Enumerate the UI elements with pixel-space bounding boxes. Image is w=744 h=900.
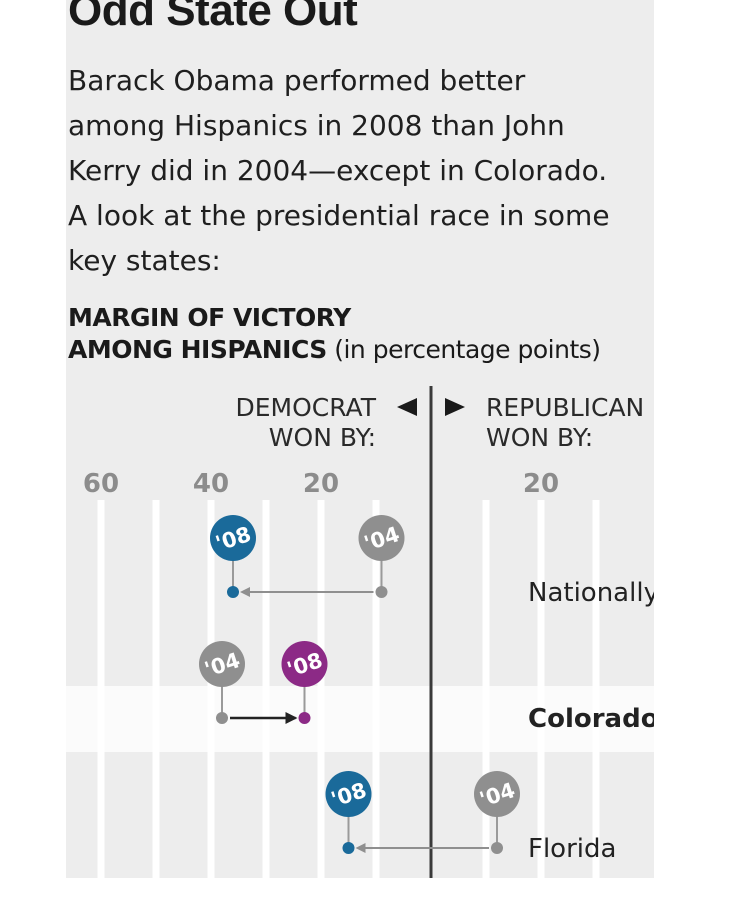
pin-04-florida-bubble: [474, 771, 520, 817]
pin-04-nationally-bubble: [358, 515, 405, 561]
republican-label: REPUBLICAN: [486, 393, 644, 422]
pin-08-nationally-bubble: [210, 515, 256, 561]
pin-08-florida-dot: [342, 842, 355, 854]
x-tick-label: 40: [193, 469, 229, 499]
intro-text: Barack Obama performed better among Hisp…: [68, 64, 610, 277]
pin-04-florida-dot: [491, 842, 503, 854]
x-tick-label: 60: [83, 469, 119, 499]
graphic-panel: Odd State Out Barack Obama performed bet…: [66, 0, 654, 878]
right-arrow-icon: [445, 398, 465, 416]
left-arrow-icon: [397, 398, 417, 416]
pin-04-colorado-dot: [216, 712, 228, 724]
chart-subhead: MARGIN OF VICTORY AMONG HISPANICS (in pe…: [68, 302, 601, 366]
pin-08-florida-bubble: [325, 771, 372, 817]
x-tick-label: 20: [303, 469, 339, 499]
pin-04-colorado-bubble: [199, 641, 245, 687]
democrat-label: DEMOCRAT: [235, 393, 376, 422]
pin-08-colorado-dot: [298, 712, 311, 724]
chart-title: Odd State Out: [68, 0, 358, 35]
row-band-colorado: [66, 686, 654, 752]
democrat-label: WON BY:: [269, 423, 376, 452]
pin-08-nationally-dot: [227, 586, 239, 598]
x-tick-label: 20: [523, 469, 559, 499]
republican-label: WON BY:: [486, 423, 593, 452]
subhead-line1: MARGIN OF VICTORY: [68, 303, 351, 332]
state-label-nationally: Nationally: [528, 578, 654, 608]
state-label-florida: Florida: [528, 834, 616, 864]
subhead-line2-rest: (in percentage points): [326, 335, 601, 364]
pin-04-nationally-dot: [375, 586, 388, 598]
pin-08-colorado-bubble: [281, 641, 328, 687]
state-label-colorado: Colorado: [528, 704, 654, 734]
subhead-line2-bold: AMONG HISPANICS: [68, 335, 327, 364]
